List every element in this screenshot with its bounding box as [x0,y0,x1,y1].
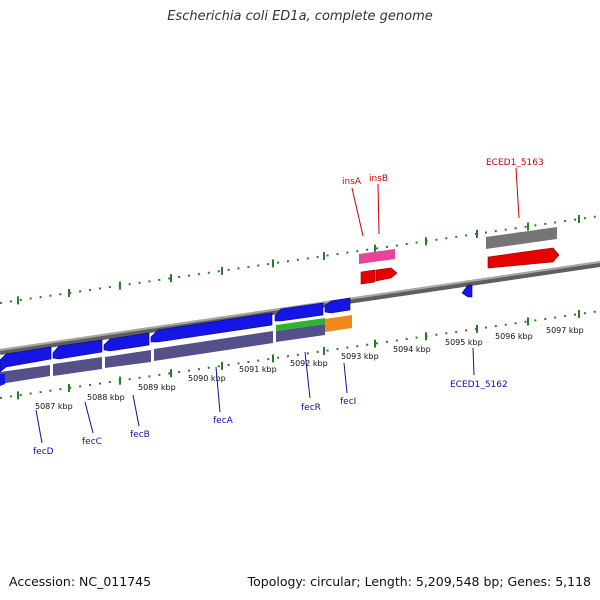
gene-label-fecD: fecD [33,447,54,457]
upper-genes[interactable] [359,227,560,285]
scale-label-5096: 5096 kbp [495,332,533,341]
lower-gene-shadow-band [0,324,325,384]
lower-minor-ticks [0,310,600,399]
scale-label-5092: 5092 kbp [290,359,328,368]
gene-label-insA: insA [342,177,362,187]
scale-label-5094: 5094 kbp [393,345,431,354]
green-feature [276,318,325,331]
gene-label-fecA: fecA [213,416,234,426]
gene-label-ECED1_5162: ECED1_5162 [450,380,508,390]
gene-ECED1_5163-arrow [487,247,560,269]
pink-feature [359,249,395,264]
lower-ruler [0,310,600,399]
scale-label-5088: 5088 kbp [87,393,125,402]
upper-gene-labels[interactable]: insA insB ECED1_5163 [342,158,544,237]
ECED1_5163-leader [515,167,520,219]
scale-label-5087: 5087 kbp [35,402,73,411]
scale-label-5093: 5093 kbp [341,352,379,361]
fecB-leader [132,394,140,427]
major-ticks [17,215,580,400]
scale-labels: 5087 kbp 5088 kbp 5089 kbp 5090 kbp 5091… [35,326,584,411]
gene-label-fecR: fecR [301,403,321,413]
upper-ruler [0,215,600,304]
insA-leader [351,187,364,237]
upper-minor-ticks [0,215,600,304]
gene-label-insB: insB [369,174,388,184]
fecI-leader [343,362,348,394]
map-title: Escherichia coli ED1a, complete genome [167,9,433,24]
gene-insB-arrow [375,267,398,282]
gene-label-fecI: fecI [340,397,356,407]
gene-fragment-left [0,374,5,386]
gene-fecD-arrow [0,346,52,373]
fecA-leader [215,366,221,413]
scale-label-5091: 5091 kbp [239,365,277,374]
gene-fecA-arrow [150,312,273,343]
lower-gene-labels[interactable]: fecD fecC fecB fecA fecR fecI ECED1_5162 [33,347,508,457]
accession-label: Accession: NC_011745 [9,574,152,589]
gene-fecB-arrow [103,332,150,352]
fecD-leader [35,409,43,444]
gene-label-ECED1_5163: ECED1_5163 [486,158,544,168]
scale-label-5095: 5095 kbp [445,338,483,347]
fecC-leader [84,401,94,434]
gene-fecC-arrow [52,339,103,360]
gene-label-fecB: fecB [130,430,150,440]
ECED1_5162-leader [472,347,475,376]
gene-fecR-arrow [274,302,324,322]
gene-insA-arrow [360,269,376,285]
gray-feature [486,227,557,249]
gene-fecI-arrow [324,297,351,314]
scale-label-5097: 5097 kbp [546,326,584,335]
scale-label-5089: 5089 kbp [138,383,176,392]
orange-feature [325,315,352,332]
fecR-leader [304,351,311,399]
insB-leader [377,183,380,235]
scale-label-5090: 5090 kbp [188,374,226,383]
gene-label-fecC: fecC [82,437,102,447]
gene-ECED1_5162-arrow [461,284,473,298]
genome-summary: Topology: circular; Length: 5,209,548 bp… [247,574,591,589]
lower-genes[interactable] [0,284,473,386]
